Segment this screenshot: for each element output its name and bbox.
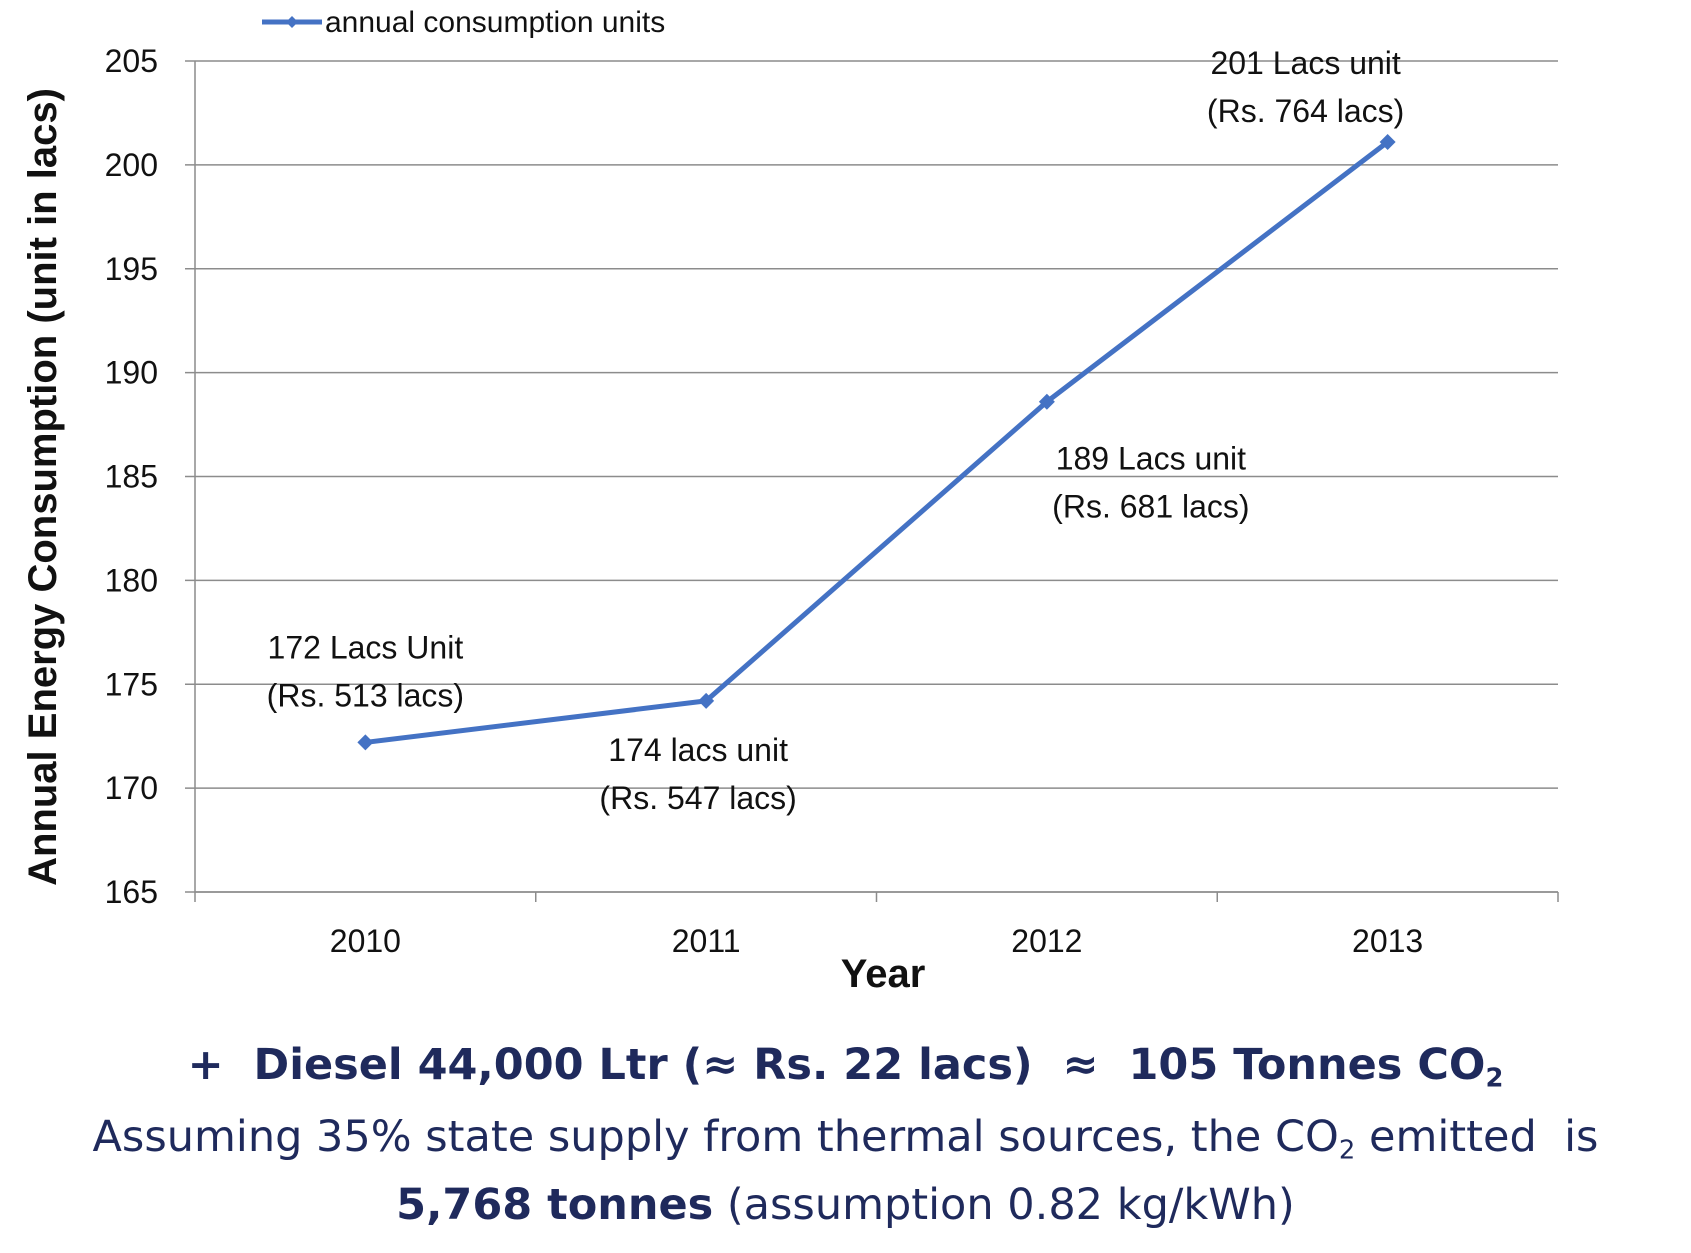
axes xyxy=(185,60,1559,902)
data-label: 189 Lacs unit xyxy=(1056,441,1246,477)
data-point xyxy=(1038,393,1055,410)
legend-label: annual consumption units xyxy=(325,6,665,39)
data-label: (Rs. 513 lacs) xyxy=(267,677,464,713)
data-point xyxy=(1379,134,1396,151)
legend: annual consumption units xyxy=(262,6,665,39)
assumption-co2-subscript: 2 xyxy=(1338,1135,1356,1166)
y-axis-title: Annual Energy Consumption (unit in lacs) xyxy=(21,88,65,886)
assumption-line: Assuming 35% state supply from thermal s… xyxy=(0,1112,1691,1164)
data-label: (Rs. 681 lacs) xyxy=(1052,489,1249,525)
data-annotations: 172 Lacs Unit (Rs. 513 lacs) 174 lacs unit… xyxy=(267,45,1405,816)
y-tick-label: 180 xyxy=(105,562,158,598)
diesel-text: + Diesel 44,000 Ltr (≈ Rs. 22 lacs) ≈ 10… xyxy=(187,1040,1486,1090)
y-tick-label: 190 xyxy=(105,355,158,391)
x-tick-label: 2013 xyxy=(1352,923,1423,959)
legend-marker xyxy=(286,16,298,28)
y-tick-label: 185 xyxy=(105,459,158,495)
data-point xyxy=(357,734,374,751)
emission-line: 5,768 tonnes (assumption 0.82 kg/kWh) xyxy=(0,1180,1691,1230)
assumption-suffix: emitted is xyxy=(1355,1112,1599,1162)
x-tick-labels: 2010 2011 2012 2013 xyxy=(330,923,1423,959)
x-tick-label: 2010 xyxy=(330,923,401,959)
data-label: 174 lacs unit xyxy=(608,732,788,768)
y-tick-label: 195 xyxy=(105,251,158,287)
y-tick-label: 205 xyxy=(105,43,158,79)
emission-assumption: (assumption 0.82 kg/kWh) xyxy=(713,1180,1295,1230)
diesel-co2-subscript: 2 xyxy=(1485,1063,1504,1094)
y-tick-label: 165 xyxy=(105,874,158,910)
data-label: (Rs. 547 lacs) xyxy=(599,780,796,816)
data-label: 201 Lacs unit xyxy=(1210,45,1400,81)
y-tick-label: 175 xyxy=(105,666,158,702)
x-tick-label: 2011 xyxy=(672,923,741,959)
y-tick-labels: 165 170 175 180 185 190 195 200 205 xyxy=(105,43,158,910)
line-chart: 165 170 175 180 185 190 195 200 205 2010 2011 2012… xyxy=(21,6,1559,996)
gridlines xyxy=(195,60,1558,893)
data-points xyxy=(357,134,1396,751)
data-point xyxy=(698,692,715,709)
x-axis-title: Year xyxy=(841,952,926,996)
data-label: (Rs. 764 lacs) xyxy=(1207,93,1404,129)
series-line xyxy=(365,140,1390,745)
diesel-footnote: + Diesel 44,000 Ltr (≈ Rs. 22 lacs) ≈ 10… xyxy=(0,1040,1691,1092)
y-tick-label: 200 xyxy=(105,147,158,183)
series-lines xyxy=(365,140,1390,745)
emission-total: 5,768 tonnes xyxy=(396,1180,714,1230)
x-tick-label: 2012 xyxy=(1011,923,1082,959)
y-tick-label: 170 xyxy=(105,770,158,806)
assumption-text: Assuming 35% state supply from thermal s… xyxy=(92,1112,1339,1162)
data-label: 172 Lacs Unit xyxy=(268,629,464,665)
